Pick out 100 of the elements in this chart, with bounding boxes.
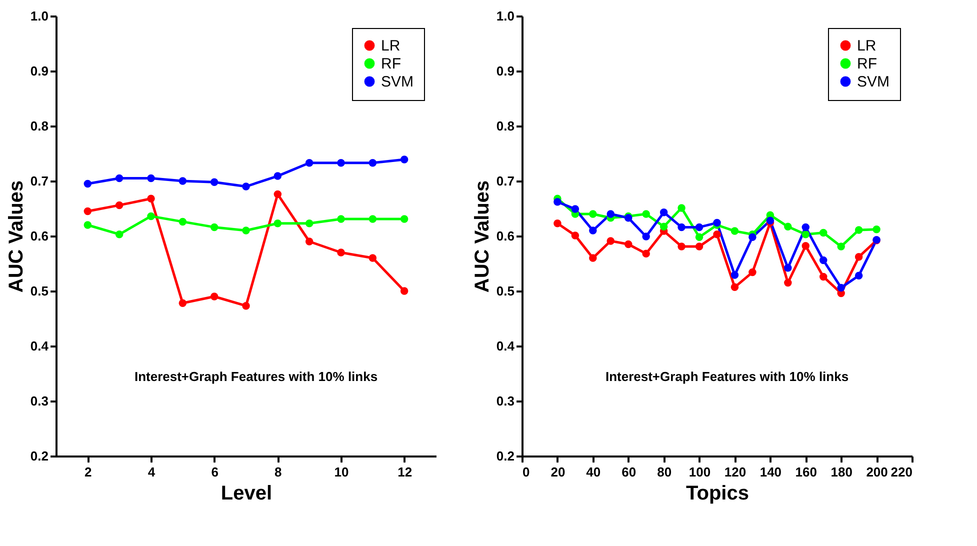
point: [242, 302, 250, 310]
point: [337, 248, 345, 256]
point: [802, 242, 810, 250]
point: [274, 219, 282, 228]
y-tick-label: 0.6: [496, 228, 514, 244]
point: [872, 226, 880, 234]
x-tick-label: 2: [84, 464, 92, 480]
legend-label: LR: [381, 38, 400, 54]
y-tick-label: 1.0: [496, 8, 514, 24]
y-tick-label: 0.8: [496, 118, 514, 134]
x-tick-label: 200: [866, 464, 888, 480]
x-tick-label: 8: [274, 464, 282, 480]
x-tick-label: 6: [211, 464, 218, 480]
point: [854, 253, 863, 261]
point: [274, 172, 282, 180]
point: [695, 223, 704, 232]
point: [660, 222, 668, 231]
point: [84, 180, 92, 188]
point: [784, 264, 792, 272]
point: [802, 223, 810, 232]
point: [606, 237, 615, 245]
point: [766, 216, 774, 224]
point: [748, 268, 756, 276]
legend-label: LR: [857, 38, 876, 54]
point: [115, 174, 124, 182]
point: [84, 207, 92, 216]
y-tick-label: 0.2: [496, 448, 514, 464]
y-tick-label: 0.2: [30, 448, 48, 464]
x-tick-label: 4: [148, 464, 156, 480]
y-tick-label: 0.5: [30, 284, 48, 298]
legend-label: RF: [857, 56, 877, 72]
y-tick-label: 1.0: [30, 8, 48, 24]
point: [730, 227, 739, 235]
x-tick-label: 60: [622, 464, 636, 480]
legend-label: RF: [381, 56, 401, 72]
point: [305, 158, 314, 167]
annotation: Interest+Graph Features with 10% links: [605, 368, 849, 384]
point: [624, 240, 632, 248]
point: [274, 190, 282, 198]
y-tick-label: 0.3: [496, 394, 514, 408]
point: [678, 242, 686, 250]
point: [854, 272, 863, 280]
point: [589, 254, 597, 262]
point: [554, 198, 562, 206]
point: [837, 242, 845, 250]
x-tick-label: 0: [522, 464, 530, 480]
y-tick-label: 0.3: [30, 394, 48, 408]
point: [837, 284, 845, 292]
point: [305, 219, 314, 228]
point: [730, 283, 739, 292]
point: [571, 232, 580, 240]
y-tick-label: 0.5: [496, 284, 514, 298]
y-tick-label: 0.4: [496, 338, 516, 354]
point: [571, 205, 580, 213]
point: [115, 201, 124, 210]
point: [606, 210, 615, 218]
x-tick-label: 12: [398, 464, 412, 480]
point: [642, 250, 650, 258]
y-tick-label: 0.9: [30, 64, 48, 78]
point: [854, 226, 863, 234]
point: [642, 210, 650, 218]
point: [589, 226, 597, 234]
point: [554, 219, 562, 228]
point: [242, 182, 250, 190]
point: [147, 174, 155, 182]
point: [337, 215, 345, 223]
point: [115, 230, 124, 238]
x-tick-label: 20: [550, 464, 566, 480]
point: [713, 218, 721, 227]
point: [305, 238, 314, 246]
point: [660, 208, 668, 216]
point: [400, 287, 408, 295]
point: [678, 223, 686, 232]
x-tick-label: 140: [760, 464, 782, 480]
point: [819, 228, 828, 237]
x-axis-title: Topics: [686, 482, 749, 504]
point: [400, 156, 408, 164]
y-axis-title: AUC Values: [5, 180, 28, 293]
point: [84, 221, 92, 229]
x-tick-label: 160: [795, 464, 817, 480]
point: [368, 215, 377, 223]
point: [178, 218, 187, 226]
point: [819, 272, 828, 281]
x-tick-label: 180: [830, 464, 852, 480]
legend-label: SVM: [857, 74, 890, 90]
y-tick-label: 0.7: [30, 174, 48, 188]
point: [748, 233, 756, 241]
point: [713, 230, 721, 238]
point: [784, 222, 792, 231]
point: [400, 215, 408, 223]
x-tick-label: 120: [724, 464, 746, 480]
point: [589, 210, 597, 218]
point: [802, 230, 810, 238]
point: [368, 254, 377, 262]
point: [178, 299, 187, 307]
x-tick-label: 80: [657, 464, 672, 480]
point: [695, 233, 704, 241]
y-tick-label: 0.7: [496, 174, 514, 188]
point: [337, 158, 345, 167]
point: [695, 242, 704, 250]
